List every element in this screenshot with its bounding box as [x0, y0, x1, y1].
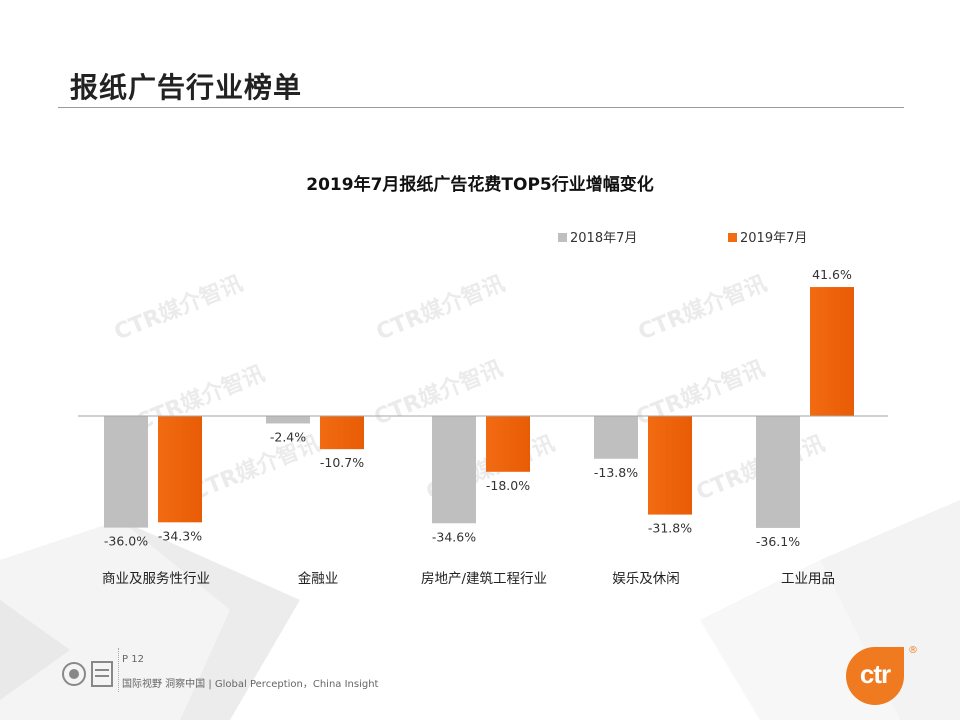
- bar: [320, 416, 364, 450]
- footer-divider: [118, 648, 119, 692]
- title-divider: [58, 107, 904, 108]
- bar-group: [104, 287, 854, 528]
- data-label: -13.8%: [594, 465, 638, 480]
- category-label-group: 商业及服务性行业 金融业 房地产/建筑工程行业 娱乐及休闲 工业用品: [102, 571, 835, 587]
- watermark-text: CTR媒介智讯: [635, 270, 771, 345]
- bar: [756, 416, 800, 528]
- legend-label: 2018年7月: [570, 231, 637, 246]
- data-label: -36.0%: [104, 534, 148, 549]
- logo-text: ctr: [859, 659, 891, 689]
- legend-label: 2019年7月: [740, 231, 807, 246]
- bar: [104, 416, 148, 528]
- category-label: 商业及服务性行业: [102, 571, 210, 587]
- bar: [432, 416, 476, 524]
- footer: P 12 国际视野 洞察中国 | Global Perception，China…: [58, 648, 408, 698]
- value-label-group: -36.0% -34.3% -2.4% -10.7% -34.6% -18.0% -13.8…: [104, 267, 852, 549]
- data-label: -34.3%: [158, 528, 202, 543]
- certification-badge-icon: [62, 661, 113, 687]
- data-label: -10.7%: [320, 455, 364, 470]
- footer-tagline: 国际视野 洞察中国 | Global Perception，China Insi…: [122, 679, 379, 690]
- page-title: 报纸广告行业榜单: [70, 71, 303, 104]
- category-label: 金融业: [298, 571, 339, 587]
- bar: [158, 416, 202, 523]
- registered-mark: ®: [908, 645, 918, 656]
- chart-legend: 2018年7月 2019年7月: [558, 231, 807, 246]
- watermark-text: CTR媒介智讯: [111, 270, 247, 345]
- data-label: -18.0%: [486, 478, 530, 493]
- category-label: 房地产/建筑工程行业: [421, 571, 547, 587]
- data-label: -36.1%: [756, 534, 800, 549]
- category-label: 工业用品: [781, 571, 835, 587]
- page-number: P 12: [122, 654, 144, 665]
- watermark-text: CTR媒介智讯: [373, 270, 509, 345]
- category-label: 娱乐及休闲: [612, 571, 680, 587]
- legend-swatch: [558, 233, 567, 242]
- bar: [486, 416, 530, 472]
- bar: [810, 287, 854, 416]
- bar: [266, 416, 310, 424]
- legend-swatch: [728, 233, 737, 242]
- data-label: -31.8%: [648, 521, 692, 536]
- bar: [594, 416, 638, 459]
- data-label: 41.6%: [812, 267, 852, 282]
- bar: [648, 416, 692, 515]
- data-label: -2.4%: [270, 429, 306, 444]
- data-label: -34.6%: [432, 529, 476, 544]
- ctr-logo: ctr: [846, 647, 904, 705]
- chart-title: 2019年7月报纸广告花费TOP5行业增幅变化: [306, 175, 654, 195]
